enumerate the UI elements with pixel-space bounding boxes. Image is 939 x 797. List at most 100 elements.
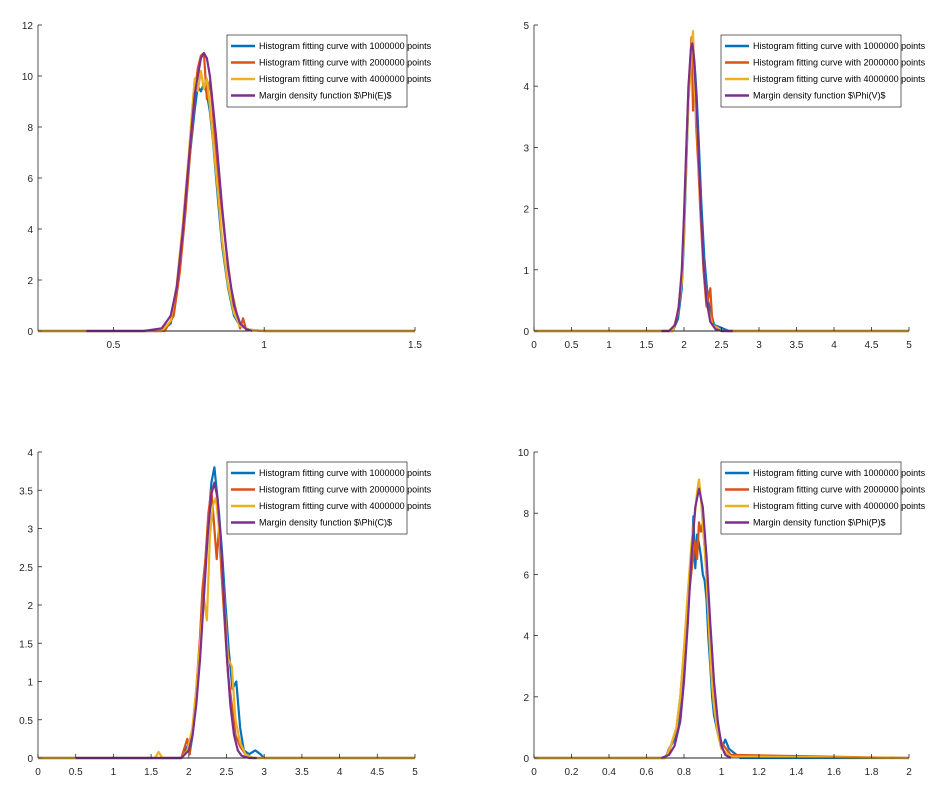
subplot-C: 0 0.5 1 1.5 2 2.5 3 3.5 4 4.5 5 0 0.5 1 1.5 2 2.5 3 3.5 4 Hi… bbox=[19, 448, 431, 778]
legend: Histogram fitting curve with 1000000 poi… bbox=[720, 461, 926, 535]
y-tick-label: 2 bbox=[523, 693, 529, 704]
y-tick-label: 10 bbox=[22, 72, 34, 83]
legend-entry: Histogram fitting curve with 4000000 poi… bbox=[259, 74, 432, 84]
x-tick-label: 0.5 bbox=[106, 340, 120, 351]
x-tick-label: 4 bbox=[337, 767, 343, 778]
legend: Histogram fitting curve with 1000000 poi… bbox=[720, 34, 926, 108]
x-tick-label: 1 bbox=[719, 767, 725, 778]
series-line-4 bbox=[661, 42, 733, 333]
x-tick-label: 0.5 bbox=[69, 767, 83, 778]
series-line-1 bbox=[38, 82, 415, 333]
y-tick-label: 0 bbox=[27, 754, 33, 765]
legend-entry: Histogram fitting curve with 2000000 poi… bbox=[753, 485, 926, 495]
legend-entry: Margin density function $\Phi(V)$ bbox=[753, 91, 886, 101]
x-tick-label: 0.2 bbox=[565, 767, 579, 778]
x-tick-label: 1.5 bbox=[640, 340, 654, 351]
legend-entry: Margin density function $\Phi(P)$ bbox=[753, 518, 886, 528]
x-tick-label: 2 bbox=[906, 767, 912, 778]
legend-entry: Margin density function $\Phi(E)$ bbox=[259, 91, 392, 101]
legend-entry: Histogram fitting curve with 1000000 poi… bbox=[259, 468, 432, 478]
y-tick-label: 5 bbox=[523, 21, 529, 32]
y-tick-label: 4 bbox=[27, 448, 33, 459]
legend-entry: Histogram fitting curve with 4000000 poi… bbox=[753, 74, 926, 84]
x-tick-label: 4 bbox=[831, 340, 837, 351]
x-tick-label: 1.6 bbox=[827, 767, 841, 778]
legend-box bbox=[720, 461, 902, 535]
y-tick-label: 1 bbox=[523, 266, 529, 277]
x-tick-label: 3.5 bbox=[295, 767, 309, 778]
y-tick-label: 8 bbox=[523, 509, 529, 520]
x-tick-label: 4.5 bbox=[865, 340, 879, 351]
legend-box bbox=[226, 34, 408, 108]
y-tick-label: 4 bbox=[27, 225, 33, 236]
legend-box bbox=[226, 461, 408, 535]
legend-entry: Histogram fitting curve with 4000000 poi… bbox=[259, 501, 432, 511]
y-tick-label: 0.5 bbox=[19, 716, 33, 727]
series-line-4 bbox=[86, 51, 253, 333]
x-tick-label: 1.8 bbox=[865, 767, 879, 778]
x-tick-label: 1 bbox=[111, 767, 117, 778]
series-line-1 bbox=[534, 515, 909, 760]
legend: Histogram fitting curve with 1000000 poi… bbox=[226, 461, 432, 535]
x-tick-label: 2.5 bbox=[220, 767, 234, 778]
y-tick-label: 6 bbox=[27, 174, 33, 185]
x-tick-label: 1.5 bbox=[408, 340, 422, 351]
legend-entry: Histogram fitting curve with 4000000 poi… bbox=[753, 501, 926, 511]
x-tick-label: 1 bbox=[261, 340, 267, 351]
y-tick-label: 12 bbox=[22, 21, 34, 32]
x-tick-label: 0.4 bbox=[602, 767, 616, 778]
legend-entry: Histogram fitting curve with 2000000 poi… bbox=[259, 58, 432, 68]
legend-entry: Histogram fitting curve with 1000000 poi… bbox=[259, 41, 432, 51]
x-tick-label: 0 bbox=[35, 767, 41, 778]
x-tick-label: 2.5 bbox=[715, 340, 729, 351]
x-tick-label: 0.8 bbox=[677, 767, 691, 778]
series-line-2 bbox=[534, 521, 910, 760]
y-tick-label: 1 bbox=[27, 678, 33, 689]
legend-entry: Histogram fitting curve with 1000000 poi… bbox=[753, 41, 926, 51]
y-tick-label: 2 bbox=[523, 205, 529, 216]
x-tick-label: 5 bbox=[412, 767, 418, 778]
subplot-E: 0.5 1 1.5 0 2 4 6 8 10 12 Histogram fitting curve … bbox=[22, 21, 432, 351]
legend-entry: Histogram fitting curve with 2000000 poi… bbox=[259, 485, 432, 495]
x-tick-label: 1.5 bbox=[144, 767, 158, 778]
x-tick-label: 0 bbox=[531, 340, 537, 351]
x-tick-label: 2 bbox=[681, 340, 687, 351]
x-tick-label: 1.4 bbox=[790, 767, 804, 778]
y-tick-label: 4 bbox=[523, 632, 529, 643]
x-tick-label: 1.2 bbox=[752, 767, 766, 778]
y-tick-label: 3 bbox=[27, 525, 33, 536]
y-tick-label: 10 bbox=[518, 448, 530, 459]
y-tick-label: 8 bbox=[27, 123, 33, 134]
x-tick-label: 1 bbox=[606, 340, 612, 351]
x-tick-label: 3 bbox=[756, 340, 762, 351]
series-line-3 bbox=[38, 496, 415, 760]
y-tick-label: 6 bbox=[523, 570, 529, 581]
legend: Histogram fitting curve with 1000000 poi… bbox=[226, 34, 432, 108]
y-tick-label: 3 bbox=[523, 143, 529, 154]
x-tick-label: 0.5 bbox=[565, 340, 579, 351]
x-tick-label: 3 bbox=[261, 767, 267, 778]
series-line-3 bbox=[38, 69, 415, 333]
y-tick-label: 2 bbox=[27, 601, 33, 612]
subplot-P: 0 0.2 0.4 0.6 0.8 1 1.2 1.4 1.6 1.8 2 0 2 4 6 8 10 Histog… bbox=[518, 448, 926, 778]
x-tick-label: 0.6 bbox=[640, 767, 654, 778]
legend-entry: Margin density function $\Phi(C)$ bbox=[259, 518, 392, 528]
legend-box bbox=[720, 34, 902, 108]
x-tick-label: 2 bbox=[186, 767, 192, 778]
y-tick-label: 0 bbox=[523, 327, 529, 338]
legend-entry: Histogram fitting curve with 1000000 poi… bbox=[753, 468, 926, 478]
x-tick-label: 3.5 bbox=[790, 340, 804, 351]
series-line-4 bbox=[75, 481, 257, 760]
y-tick-label: 1.5 bbox=[19, 639, 33, 650]
y-tick-label: 0 bbox=[27, 327, 33, 338]
y-tick-label: 2 bbox=[27, 276, 33, 287]
y-tick-label: 0 bbox=[523, 754, 529, 765]
x-tick-label: 0 bbox=[531, 767, 537, 778]
x-tick-label: 5 bbox=[906, 340, 912, 351]
y-tick-label: 3.5 bbox=[19, 486, 33, 497]
x-tick-label: 4.5 bbox=[370, 767, 384, 778]
series-line-4 bbox=[661, 487, 732, 760]
y-tick-label: 4 bbox=[523, 82, 529, 93]
subplot-V: 0 0.5 1 1.5 2 2.5 3 3.5 4 4.5 5 0 1 2 3 4 5 Histogram fit… bbox=[523, 21, 925, 351]
legend-entry: Histogram fitting curve with 2000000 poi… bbox=[753, 58, 926, 68]
